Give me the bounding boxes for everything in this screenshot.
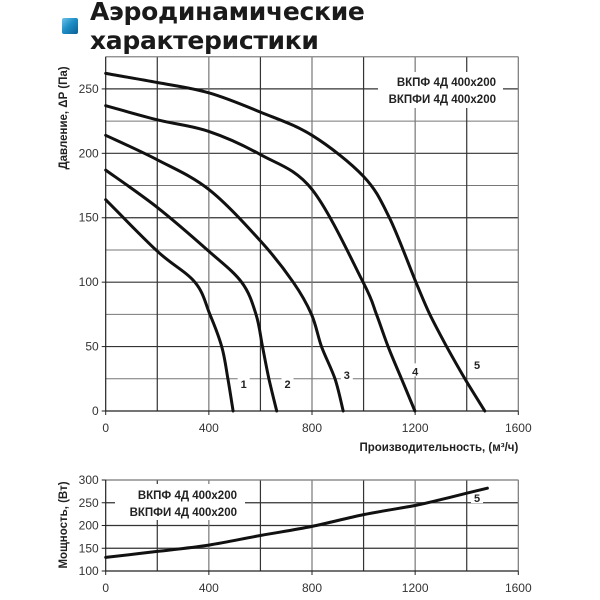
curve-5 (104, 71, 487, 413)
x-tick-label: 1600 (505, 581, 532, 595)
y-axis-title: Давление, ΔP (Па) (58, 66, 70, 169)
curve-2 (104, 168, 279, 413)
y-tick-label: 200 (79, 519, 99, 533)
legend-entry: ВКПФ 4Д 400x200 (397, 77, 496, 89)
grid (105, 56, 519, 411)
y-tick-label: 100 (79, 275, 99, 289)
y-tick-label: 250 (79, 82, 99, 96)
curve-labels: 1 2 3 4 5 (237, 356, 484, 391)
x-tick-label: 0 (102, 421, 109, 435)
y-tick-label: 50 (85, 340, 99, 354)
page-title: Аэродинамические характеристики (89, 0, 365, 55)
curve-number-label: 4 (412, 366, 419, 378)
series (104, 71, 487, 413)
y-tick-label: 100 (79, 564, 99, 578)
curve-number-label: 2 (284, 379, 290, 391)
x-tick-label: 1200 (402, 421, 429, 435)
x-tick-label: 800 (302, 421, 322, 435)
curve-number-label: 5 (474, 493, 480, 505)
x-tick-label: 1200 (402, 581, 429, 595)
y-tick-label: 150 (79, 541, 99, 555)
x-tick-label: 0 (102, 581, 109, 595)
curve-1 (104, 198, 235, 413)
x-tick-label: 1600 (505, 421, 532, 435)
legend-entry: ВКПФИ 4Д 400x200 (389, 94, 496, 106)
legend: ВКПФ 4Д 400x200 ВКПФИ 4Д 400x200 (389, 77, 496, 106)
curve-number-label: 1 (241, 379, 247, 391)
y-tick-label: 200 (79, 146, 99, 160)
y-tick-label: 150 (79, 211, 99, 225)
curve-3 (104, 133, 345, 413)
x-tick-label: 400 (199, 421, 219, 435)
y-tick-label: 250 (79, 496, 99, 510)
curve-number-label: 3 (344, 370, 350, 382)
y-tick-label: 0 (92, 404, 99, 418)
curve-number-label: 5 (474, 360, 480, 372)
tick-labels: 0 50 100 150 200 250 0 400 800 1200 1600 (79, 82, 532, 435)
y-axis-title: Мощность, (Вт) (58, 481, 70, 568)
page-header: Аэродинамические характеристики (62, 0, 600, 55)
y-tick-label: 300 (79, 473, 99, 487)
x-tick-label: 800 (302, 581, 322, 595)
curve-labels: 5 (471, 490, 484, 505)
series (104, 486, 489, 559)
blue-square-bullet-icon (62, 18, 78, 34)
legend-entry: ВКПФИ 4Д 400x200 (130, 507, 237, 519)
x-axis-title: Производительность, (м³/ч) (359, 442, 518, 454)
legend: ВКПФ 4Д 400x200 ВКПФИ 4Д 400x200 (130, 490, 237, 519)
power-chart: ВКПФ 4Д 400x200 ВКПФИ 4Д 400x200 100 150 200… (58, 473, 532, 595)
legend-entry: ВКПФ 4Д 400x200 (138, 490, 237, 502)
curve-4 (104, 104, 417, 413)
tick-labels: 100 150 200 250 300 0 400 800 1200 1600 (79, 473, 532, 595)
curve-5 (104, 486, 489, 559)
x-tick-label: 400 (199, 581, 219, 595)
